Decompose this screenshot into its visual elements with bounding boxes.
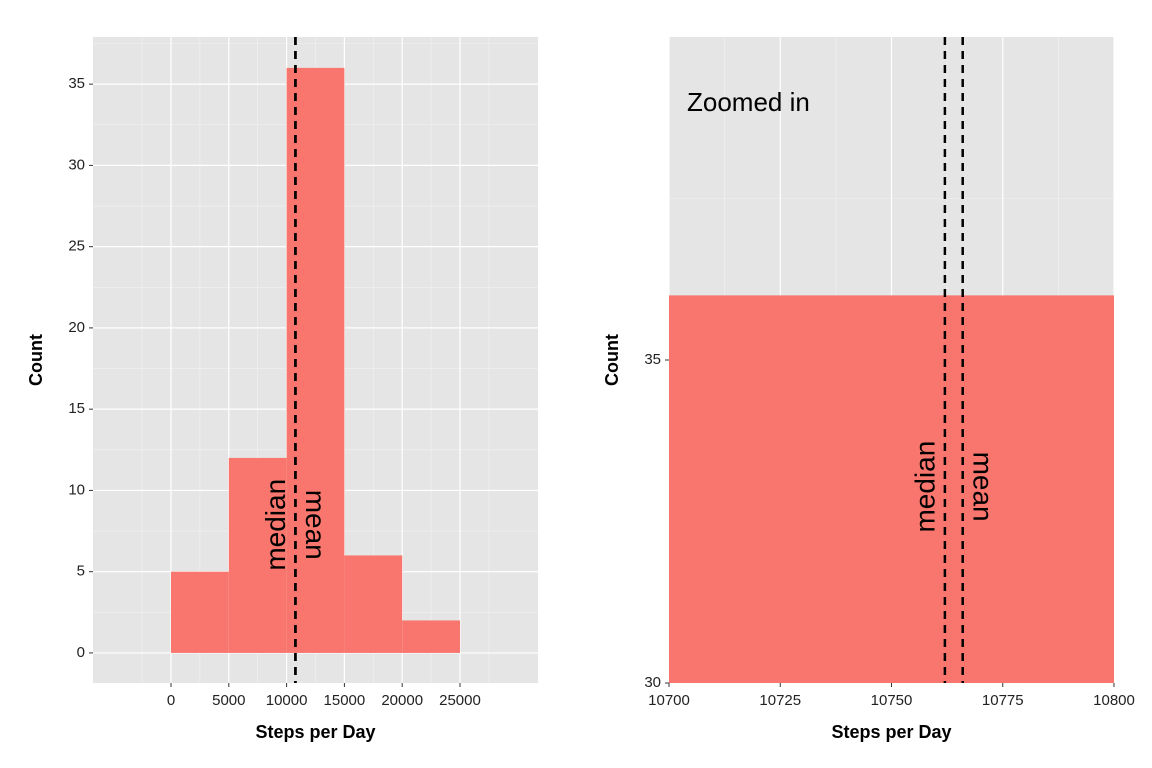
x-tick-label: 25000 <box>439 692 481 709</box>
bar <box>344 555 403 653</box>
chart-panel: 10700 10725 10750 10775 10800 30 35 median mean Z… <box>602 37 1135 742</box>
chart-annotation: Zoomed in <box>687 87 810 117</box>
y-tick-label: 25 <box>68 238 85 255</box>
x-tick-label: 10725 <box>759 692 801 709</box>
chart-panel: 0 5000 10000 15000 20000 25000 0 5 10 15 20 25 30 35 m… <box>26 37 538 742</box>
x-tick-label: 10800 <box>1093 692 1135 709</box>
y-tick-label: 5 <box>77 563 85 580</box>
x-tick-label: 0 <box>167 692 175 709</box>
bar <box>171 571 229 653</box>
x-tick-label: 10775 <box>982 692 1024 709</box>
x-tick-label: 10700 <box>648 692 690 709</box>
reference-label: mean <box>300 490 331 560</box>
x-axis-title: Steps per Day <box>255 722 375 742</box>
reference-label: mean <box>967 452 998 522</box>
x-tick-label: 5000 <box>212 692 245 709</box>
y-tick-label: 20 <box>68 319 85 336</box>
x-tick-label: 20000 <box>381 692 423 709</box>
x-tick-label: 15000 <box>324 692 366 709</box>
bar <box>669 295 1114 683</box>
y-tick-label: 30 <box>644 674 661 691</box>
x-tick-label: 10000 <box>266 692 308 709</box>
x-tick-label: 10750 <box>871 692 913 709</box>
bar <box>228 457 287 653</box>
y-tick-label: 30 <box>68 156 85 173</box>
reference-label: median <box>260 479 291 571</box>
reference-label: median <box>909 441 940 533</box>
plot-area <box>93 37 538 683</box>
y-tick-label: 15 <box>68 400 85 417</box>
y-axis-title: Count <box>26 334 46 386</box>
y-axis-title: Count <box>602 334 622 386</box>
y-tick-label: 35 <box>68 75 85 92</box>
plot-area <box>669 37 1114 683</box>
y-tick-label: 10 <box>68 481 85 498</box>
y-tick-label: 0 <box>77 644 85 661</box>
y-tick-label: 35 <box>644 351 661 368</box>
x-axis-title: Steps per Day <box>831 722 951 742</box>
bar <box>402 620 460 653</box>
